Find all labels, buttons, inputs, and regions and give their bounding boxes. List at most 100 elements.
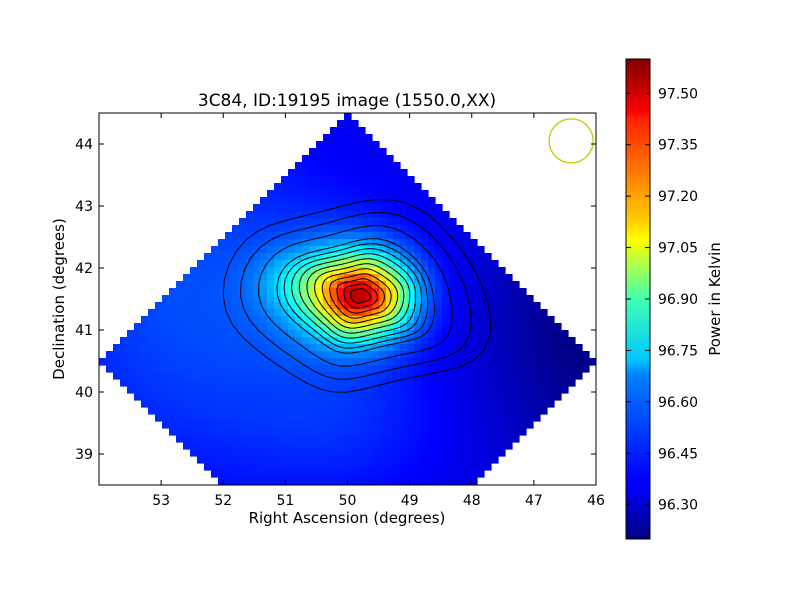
- heatmap-cell: [337, 127, 345, 135]
- heatmap-cell: [183, 288, 191, 296]
- heatmap-cell: [456, 435, 464, 443]
- heatmap-cell: [428, 239, 436, 247]
- heatmap-cell: [316, 393, 324, 401]
- heatmap-cell: [421, 393, 429, 401]
- heatmap-cell: [330, 421, 338, 429]
- heatmap-cell: [323, 309, 331, 317]
- heatmap-cell: [421, 456, 429, 464]
- heatmap-cell: [575, 351, 583, 359]
- heatmap-cell: [519, 309, 527, 317]
- heatmap-cell: [253, 323, 261, 331]
- heatmap-cell: [358, 407, 366, 415]
- heatmap-cell: [491, 358, 499, 366]
- heatmap-cell: [547, 386, 555, 394]
- heatmap-cell: [358, 393, 366, 401]
- heatmap-cell: [372, 260, 380, 268]
- heatmap-cell: [407, 470, 415, 478]
- heatmap-cell: [547, 358, 555, 366]
- heatmap-cell: [428, 463, 436, 471]
- heatmap-cell: [547, 393, 555, 401]
- heatmap-cell: [309, 372, 317, 380]
- heatmap-cell: [344, 260, 352, 268]
- heatmap-cell: [176, 414, 184, 422]
- heatmap-cell: [386, 351, 394, 359]
- heatmap-cell: [533, 400, 541, 408]
- heatmap-cell: [442, 463, 450, 471]
- heatmap-cell: [253, 232, 261, 240]
- heatmap-cell: [309, 274, 317, 282]
- heatmap-cell: [344, 337, 352, 345]
- heatmap-cell: [449, 421, 457, 429]
- heatmap-cell: [176, 302, 184, 310]
- heatmap-cell: [176, 323, 184, 331]
- heatmap-cell: [344, 309, 352, 317]
- heatmap-cell: [498, 267, 506, 275]
- heatmap-cell: [246, 330, 254, 338]
- heatmap-cell: [330, 463, 338, 471]
- heatmap-cell: [379, 379, 387, 387]
- heatmap-cell: [218, 337, 226, 345]
- heatmap-cell: [428, 442, 436, 450]
- heatmap-cell: [491, 309, 499, 317]
- heatmap-cell: [274, 421, 282, 429]
- heatmap-cell: [351, 183, 359, 191]
- heatmap-cell: [281, 428, 289, 436]
- heatmap-cell: [330, 155, 338, 163]
- heatmap-cell: [295, 295, 303, 303]
- heatmap-cell: [274, 379, 282, 387]
- heatmap-cell: [190, 309, 198, 317]
- heatmap-cell: [246, 372, 254, 380]
- heatmap-cell: [239, 309, 247, 317]
- heatmap-cell: [442, 351, 450, 359]
- heatmap-cell: [428, 407, 436, 415]
- heatmap-cell: [190, 407, 198, 415]
- heatmap-cell: [246, 302, 254, 310]
- heatmap-cell: [295, 176, 303, 184]
- heatmap-cell: [232, 435, 240, 443]
- heatmap-cell: [421, 218, 429, 226]
- heatmap-cell: [218, 260, 226, 268]
- heatmap-cell: [225, 330, 233, 338]
- heatmap-cell: [295, 183, 303, 191]
- heatmap-cell: [197, 379, 205, 387]
- heatmap-cell: [218, 281, 226, 289]
- heatmap-cell: [435, 323, 443, 331]
- heatmap-cell: [449, 414, 457, 422]
- heatmap-cell: [197, 386, 205, 394]
- heatmap-cell: [491, 330, 499, 338]
- heatmap-cell: [400, 456, 408, 464]
- heatmap-cell: [225, 337, 233, 345]
- heatmap-cell: [400, 344, 408, 352]
- heatmap-cell: [232, 379, 240, 387]
- heatmap-cell: [442, 428, 450, 436]
- heatmap-cell: [232, 281, 240, 289]
- heatmap-cell: [162, 365, 170, 373]
- heatmap-cell: [274, 470, 282, 478]
- heatmap-cell: [211, 400, 219, 408]
- heatmap-cell: [302, 176, 310, 184]
- heatmap-cell: [386, 295, 394, 303]
- heatmap-cell: [421, 309, 429, 317]
- heatmap-cell: [323, 372, 331, 380]
- heatmap-cell: [484, 323, 492, 331]
- heatmap-cell: [407, 428, 415, 436]
- heatmap-cell: [253, 407, 261, 415]
- heatmap-cell: [365, 155, 373, 163]
- heatmap-cell: [449, 344, 457, 352]
- heatmap-cell: [190, 414, 198, 422]
- heatmap-cell: [295, 190, 303, 198]
- heatmap-cell: [232, 330, 240, 338]
- heatmap-cell: [470, 442, 478, 450]
- heatmap-cell: [246, 386, 254, 394]
- heatmap-cell: [463, 330, 471, 338]
- heatmap-cell: [456, 246, 464, 254]
- heatmap-cell: [442, 211, 450, 219]
- heatmap-cell: [190, 351, 198, 359]
- heatmap-cell: [505, 435, 513, 443]
- heatmap-cell: [449, 442, 457, 450]
- heatmap-cell: [379, 386, 387, 394]
- heatmap-cell: [323, 134, 331, 142]
- heatmap-cell: [442, 421, 450, 429]
- heatmap-cell: [435, 365, 443, 373]
- heatmap-cell: [274, 330, 282, 338]
